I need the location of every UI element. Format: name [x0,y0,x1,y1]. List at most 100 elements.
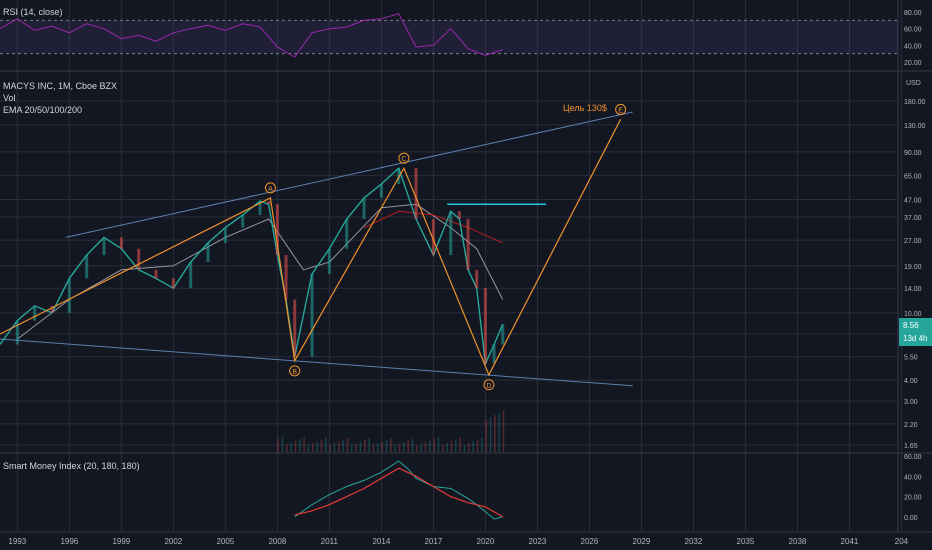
price-y-tick-label: 27.00 [904,238,922,245]
price-candle[interactable] [449,211,453,256]
price-candle[interactable] [414,168,418,219]
price-y-tick-label: 5.50 [904,355,918,362]
main-legend: MACYS INC, 1M, Cboe BZX Vol EMA 20/50/10… [3,80,117,116]
price-candle[interactable] [397,168,401,185]
wave-label-B: B [292,369,297,376]
price-candle[interactable] [67,278,71,313]
volume-bar [342,439,344,452]
smi-legend: Smart Money Index (20, 180, 180) [3,460,140,472]
x-tick-label: 2038 [789,537,807,546]
volume-bar [437,437,440,452]
price-candle[interactable] [327,248,331,275]
price-candle[interactable] [241,215,245,228]
volume-bar [472,441,474,452]
price-candle[interactable] [501,324,505,345]
wave-marker-E[interactable] [615,103,627,115]
volume-bar [407,440,409,452]
price-candle[interactable] [431,218,435,256]
smi-y-tick-label: 20.00 [904,495,922,502]
wave-marker-C[interactable] [398,152,410,164]
price-candle[interactable] [362,197,366,219]
price-candle[interactable] [171,278,175,289]
upper-trendline[interactable] [65,111,633,238]
price-candle[interactable] [293,299,297,357]
volume-bar [394,445,396,452]
volume-bar [333,443,336,452]
price-y-tick-label: 19.00 [904,264,922,271]
price-candle[interactable] [50,305,54,313]
price-y-tick-label: 1.65 [904,443,918,450]
volume-bar [403,442,405,452]
rsi-y-tick-label: 60.00 [904,27,922,34]
x-tick-label: 2014 [372,537,390,546]
x-tick-label: 1993 [8,537,26,546]
price-candle[interactable] [466,218,470,270]
price-candle[interactable] [154,269,158,279]
volume-bar [325,437,327,452]
volume-bar [281,437,284,452]
price-candle[interactable] [284,255,288,300]
x-tick-label: 2035 [737,537,755,546]
rsi-pane[interactable] [0,13,898,58]
price-series[interactable] [0,166,505,367]
wave-marker-B[interactable] [289,365,301,377]
x-tick-label: 2026 [581,537,599,546]
x-tick-label: 2032 [685,537,703,546]
wave-marker-D[interactable] [483,379,495,391]
grid [0,0,932,533]
price-candle[interactable] [457,211,461,219]
trendlines[interactable] [0,111,633,387]
elliott-waves[interactable]: A B C D E [0,103,627,391]
price-candle[interactable] [137,248,141,270]
price-candle[interactable] [492,344,496,364]
price-candle[interactable] [379,184,383,198]
volume-bar [489,417,492,452]
price-candle[interactable] [258,201,262,216]
volume-bar [442,444,444,452]
price-candle[interactable] [15,320,19,345]
volume-bar [338,441,340,452]
volume-bar [485,420,487,452]
x-tick-label: 2041 [841,537,859,546]
price-candle[interactable] [483,288,487,364]
volume-bar [329,445,331,452]
price-candle[interactable] [85,255,89,279]
wave-marker-A[interactable] [264,182,276,194]
price-candle[interactable] [475,269,479,289]
volume-bar [359,441,362,452]
price-candle[interactable] [119,237,123,249]
smi-pane[interactable] [294,460,504,520]
price-candle[interactable] [102,237,106,256]
volume-bar [429,440,431,452]
volume-bar [463,444,466,452]
volume-bar [433,439,435,452]
price-y-tick-label: 10.00 [904,311,922,318]
rsi-legend-label: RSI (14, close) [3,7,63,17]
price-candle[interactable] [189,262,193,289]
lower-trendline[interactable] [0,338,633,387]
price-candle[interactable] [223,227,227,243]
volume-bar [481,437,483,452]
price-candle[interactable] [275,204,279,256]
volume-bar [476,439,479,452]
price-y-tick-label: 47.00 [904,197,922,204]
rsi-y-tick-label: 20.00 [904,60,922,67]
price-y-tick-label: 130.00 [904,123,926,130]
volume-bars [277,410,505,452]
price-candle[interactable] [267,201,271,205]
price-candle[interactable] [345,218,349,249]
smi-y-tick-label: 60.00 [904,454,922,461]
volume-bar [364,440,366,452]
price-badge-countdown: 13d 4h [903,334,927,343]
smi-line [294,460,503,520]
price-badge-value: 8.56 [903,321,919,330]
price-candle[interactable] [206,242,210,263]
price-candle[interactable] [33,305,37,321]
wave-label-D: D [486,383,491,390]
volume-bar [351,445,353,452]
price-candle[interactable] [310,274,314,357]
x-tick-label: 1999 [112,537,130,546]
volume-bar [377,443,379,452]
